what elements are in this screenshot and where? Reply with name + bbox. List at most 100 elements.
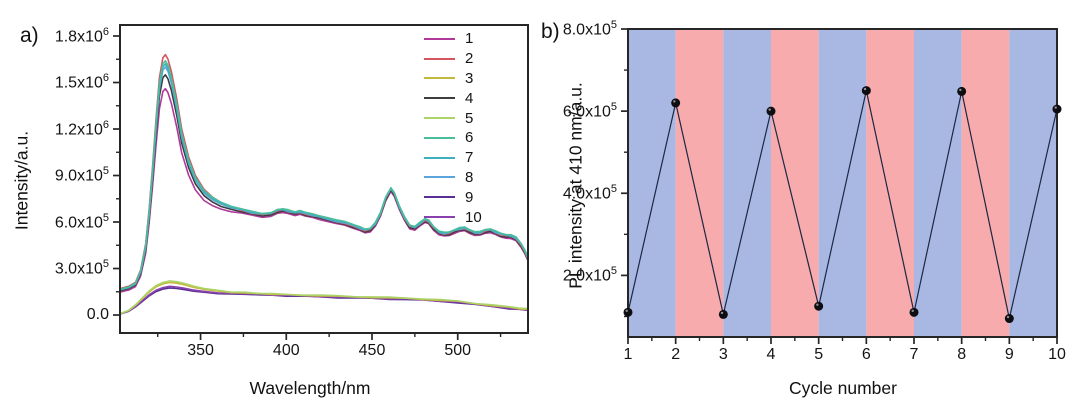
- panel-a-y-tick-label: 9.0x105: [54, 165, 109, 185]
- legend-label: 2: [465, 50, 474, 68]
- panel-b-y-tick-label: 8.0x105: [562, 18, 617, 39]
- legend-line-swatch: [424, 57, 455, 60]
- panel-a-y-tick-label: 0.0: [86, 306, 109, 324]
- panel-b-stripe: [723, 29, 771, 337]
- panel-b-y-tick-label: 2.0x105: [562, 265, 617, 285]
- legend-line-swatch: [424, 156, 455, 159]
- panel-a-plot-box: [119, 24, 529, 334]
- panel-b-plot-box: [627, 28, 1058, 338]
- panel-b-x-tick-label: 2: [671, 346, 681, 363]
- panel-b-marker-highlight: [720, 311, 724, 315]
- panel-a-x-axis-title: Wavelength/nm: [249, 378, 371, 398]
- legend-item-9: 9: [424, 187, 482, 207]
- panel-a-series-6: [119, 60, 529, 291]
- panel-b-x-tick-label: 8: [957, 346, 967, 363]
- panel-b-marker: [957, 86, 967, 96]
- panel-a-series-10: [119, 285, 529, 315]
- panel-b-stripe: [628, 29, 676, 337]
- panel-b-marker: [861, 86, 871, 96]
- legend-item-1: 1: [424, 29, 482, 49]
- legend-label: 1: [465, 30, 474, 48]
- legend-line-swatch: [424, 77, 455, 80]
- panel-b-tag: b): [541, 20, 560, 43]
- legend-label: 3: [465, 69, 474, 87]
- legend-line-swatch: [424, 136, 455, 139]
- panel-a-x-tick-label: 450: [358, 342, 386, 359]
- legend-item-2: 2: [424, 49, 482, 69]
- panel-a-series-5: [119, 280, 529, 315]
- panel-b-x-tick-label: 3: [718, 346, 728, 363]
- legend-item-4: 4: [424, 88, 482, 108]
- panel-a-y-tick-label: 1.5x106: [54, 72, 109, 92]
- panel-b-stripe: [675, 29, 724, 337]
- panel-b-x-axis-title: Cycle number: [789, 378, 897, 398]
- panel-b-marker: [718, 309, 728, 319]
- panel-b-marker: [814, 301, 824, 311]
- legend-item-5: 5: [424, 108, 482, 128]
- panel-a-y-tick-label: 3.0x105: [54, 258, 109, 278]
- panel-b-x-tick-label: 1: [623, 346, 633, 363]
- legend-label: 4: [465, 89, 474, 107]
- panel-b-marker: [1052, 104, 1062, 114]
- legend-line-swatch: [424, 117, 455, 120]
- panel-b-marker: [1004, 314, 1014, 324]
- panel-b-x-tick-label: 10: [1048, 346, 1066, 363]
- panel-a-y-tick-label: 6.0x105: [54, 211, 109, 232]
- panel-b-marker: [766, 106, 776, 116]
- legend-item-6: 6: [424, 128, 482, 148]
- legend-label: 5: [465, 109, 474, 127]
- panel-a-tag: a): [20, 24, 39, 47]
- panel-b-stripe: [771, 29, 819, 337]
- legend-label: 7: [465, 149, 474, 167]
- panel-a-legend: 1 2 3 4 5 6 7 8 9 10: [424, 29, 482, 227]
- panel-b-x-tick-label: 7: [909, 346, 919, 363]
- panel-b-x-tick-label: 9: [1004, 346, 1014, 363]
- panel-b-x-tick-label: 5: [814, 346, 824, 363]
- panel-b-marker-highlight: [863, 87, 867, 91]
- panel-b-marker-highlight: [959, 88, 962, 92]
- panel-b-marker-highlight: [1054, 106, 1057, 109]
- panel-b-stripe: [914, 29, 962, 337]
- panel-b-marker-highlight: [673, 100, 676, 103]
- panel-b-x-tick-label: 6: [861, 346, 871, 363]
- legend-item-3: 3: [424, 69, 482, 89]
- panel-a-y-tick-label: 1.8x106: [54, 25, 109, 46]
- panel-a-series-4: [119, 74, 529, 292]
- panel-b-y-tick-label: 4.0x105: [562, 183, 617, 203]
- panel-b-marker: [623, 307, 633, 317]
- panel-b-marker: [671, 98, 681, 108]
- legend-line-swatch: [424, 176, 455, 179]
- legend-line-swatch: [424, 97, 455, 100]
- legend-item-10: 10: [424, 207, 482, 227]
- panel-a-x-tick-label: 500: [444, 342, 472, 359]
- legend-label: 9: [465, 188, 474, 206]
- legend-label: 6: [465, 129, 474, 147]
- legend-label: 8: [465, 168, 474, 186]
- panel-b-stripe: [961, 29, 1010, 337]
- legend-line-swatch: [424, 216, 455, 219]
- panel-b-marker-highlight: [625, 309, 628, 313]
- panel-a-series-9: [119, 287, 529, 315]
- panel-a-y-axis-title: Intensity/a.u.: [11, 130, 32, 231]
- legend-item-8: 8: [424, 168, 482, 188]
- panel-b-marker-highlight: [816, 303, 819, 306]
- panel-b-marker-highlight: [768, 108, 771, 111]
- legend-label: 10: [465, 208, 482, 226]
- panel-b-stripe: [1009, 29, 1057, 337]
- panel-b-y-tick-label: 6.0x105: [562, 100, 617, 121]
- panel-b-line: [627, 90, 1058, 319]
- panel-b-marker-highlight: [1006, 315, 1010, 319]
- panel-b-x-tick-label: 4: [766, 346, 776, 363]
- legend-line-swatch: [424, 196, 455, 199]
- panel-a-y-tick-label: 1.2x106: [54, 118, 109, 139]
- legend-line-swatch: [424, 37, 455, 40]
- legend-item-7: 7: [424, 148, 482, 168]
- panel-b-stripe: [818, 29, 867, 337]
- panel-b-stripe: [866, 29, 914, 337]
- panel-b-marker-highlight: [911, 309, 914, 313]
- panel-b-marker: [909, 307, 919, 317]
- panel-a-x-tick-label: 400: [272, 342, 300, 359]
- panel-a-x-tick-label: 350: [187, 342, 214, 359]
